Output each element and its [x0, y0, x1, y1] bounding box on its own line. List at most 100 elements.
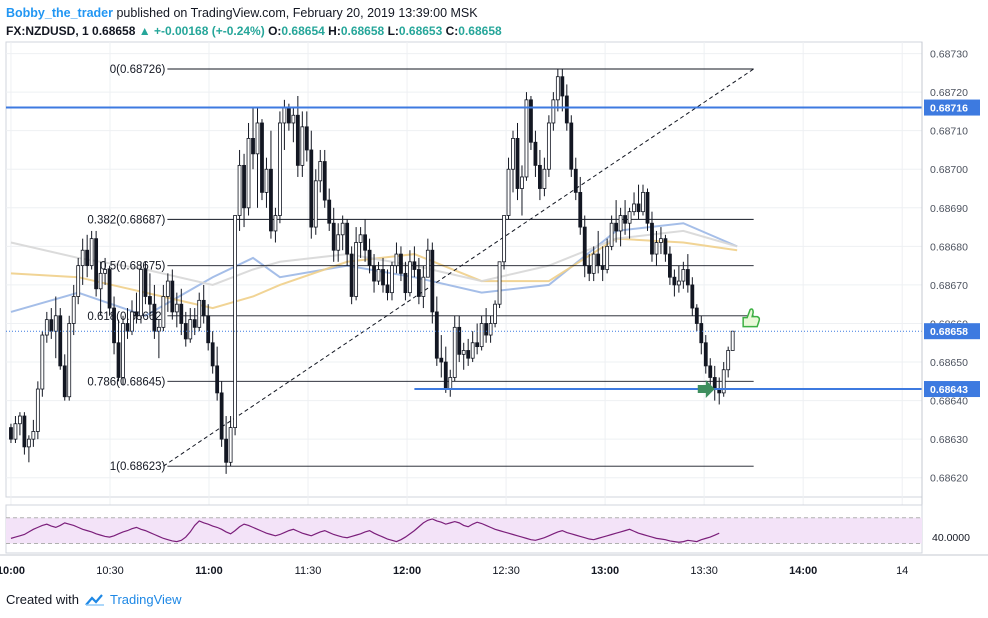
candle-body: [224, 438, 229, 463]
price-axis-tick-label: 0.68640: [930, 396, 968, 408]
candle-body: [712, 377, 717, 390]
candle-body: [484, 323, 489, 336]
candle-body: [156, 326, 161, 332]
candle-body: [94, 238, 99, 290]
candle-body: [685, 269, 690, 286]
candle-body: [201, 299, 206, 317]
candle-body: [533, 141, 538, 166]
candle-body: [85, 249, 90, 267]
open-label: O:: [268, 24, 282, 38]
candle-body: [233, 215, 237, 428]
publisher-username[interactable]: Bobby_the_trader: [6, 6, 113, 20]
candle-body: [506, 168, 511, 216]
fib-level-label: 0(0.68726): [110, 64, 166, 76]
candle-body: [408, 261, 412, 294]
candle-body: [461, 350, 466, 355]
fib-level-label: 1(0.68623): [110, 461, 166, 473]
candle-body: [188, 319, 193, 340]
candle-body: [452, 326, 457, 378]
publish-info: published on TradingView.com, February 2…: [116, 6, 478, 20]
price-change: +-0.00168 (+-0.24%): [153, 24, 265, 38]
price-axis-tick-label: 0.68720: [930, 87, 968, 99]
candle-body: [618, 215, 623, 232]
time-axis-tick-label: 10:00: [0, 565, 25, 577]
candle-body: [340, 222, 345, 236]
candle-body: [282, 107, 287, 124]
candle-body: [546, 122, 551, 170]
candle-body: [183, 323, 188, 340]
candle-body: [210, 342, 215, 367]
time-axis-tick-label: 10:30: [96, 565, 124, 577]
candle-body: [197, 299, 202, 328]
candle-body: [663, 238, 668, 255]
candle-body: [345, 222, 350, 255]
fib-level-label: 0.618(0.68662): [87, 311, 165, 323]
candle-body: [668, 253, 672, 278]
candle-body: [354, 242, 359, 297]
candle-body: [372, 265, 376, 282]
candle-body: [112, 307, 116, 344]
candle-body: [623, 215, 627, 224]
candle-body: [67, 323, 72, 398]
high-value: 0.68658: [340, 24, 385, 38]
candle-body: [349, 253, 354, 297]
candle-body: [273, 215, 278, 232]
last-price: 0.68658: [92, 24, 136, 38]
candle-body: [529, 99, 533, 143]
candle-body: [394, 253, 399, 267]
up-arrow-icon: ▲: [138, 24, 151, 38]
price-axis-tick-label: 0.68630: [930, 434, 968, 446]
candle-body: [703, 342, 708, 367]
candle-body: [143, 269, 148, 297]
header-line-1: Bobby_the_trader published on TradingVie…: [6, 4, 502, 22]
candle-body: [71, 296, 76, 324]
price-axis-tick-label: 0.68620: [930, 473, 968, 485]
fib-level-label: 0.5(0.68675): [100, 261, 165, 273]
candle-body: [425, 249, 430, 278]
candle-body: [130, 311, 134, 332]
candle-body: [58, 315, 63, 367]
candle-body: [385, 284, 390, 294]
candle-body: [614, 222, 619, 232]
candle-body: [636, 203, 641, 213]
candle-body: [35, 388, 40, 432]
candle-body: [121, 323, 125, 378]
rsi-line: [10, 518, 720, 543]
candle-body: [412, 261, 417, 270]
candle-body: [659, 238, 663, 243]
price-chart[interactable]: 0(0.68726) 0.382(0.68687) 0.5(0.68675) 0.61…: [0, 0, 988, 590]
candle-body: [542, 168, 547, 189]
candle-body: [596, 253, 601, 267]
price-axis-tick-label: 0.68700: [930, 164, 968, 176]
candle-body: [358, 234, 363, 243]
created-with-label: Created with: [6, 592, 79, 607]
candle-body: [416, 269, 421, 297]
candle-body: [264, 168, 269, 193]
horizontal-line-price-label: 0.68643: [930, 384, 968, 396]
candle-body: [291, 114, 296, 124]
candle-body: [286, 107, 291, 124]
candle-body: [582, 226, 587, 267]
candle-body: [313, 180, 318, 228]
candle-body: [125, 323, 130, 332]
candle-body: [251, 137, 255, 155]
candle-body: [44, 319, 49, 336]
candle-body: [242, 164, 246, 209]
candle-body: [228, 427, 233, 463]
candle-body: [430, 249, 435, 313]
candle-body: [515, 137, 520, 189]
current-price-label: 0.68658: [930, 326, 968, 338]
candle-body: [237, 164, 242, 216]
candle-body: [18, 415, 22, 425]
footer: Created with TradingView: [6, 592, 182, 607]
candle-body: [331, 222, 336, 251]
candle-body: [520, 176, 524, 189]
candle-body: [564, 95, 569, 124]
candle-body: [672, 276, 677, 286]
candle-body: [551, 99, 556, 124]
tradingview-brand-link[interactable]: TradingView: [110, 592, 182, 607]
candle-body: [681, 269, 686, 282]
rsi-axis-label: 40.0000: [932, 532, 970, 544]
chart-header: Bobby_the_trader published on TradingVie…: [6, 4, 502, 40]
time-axis-tick-label: 13:30: [690, 565, 718, 577]
